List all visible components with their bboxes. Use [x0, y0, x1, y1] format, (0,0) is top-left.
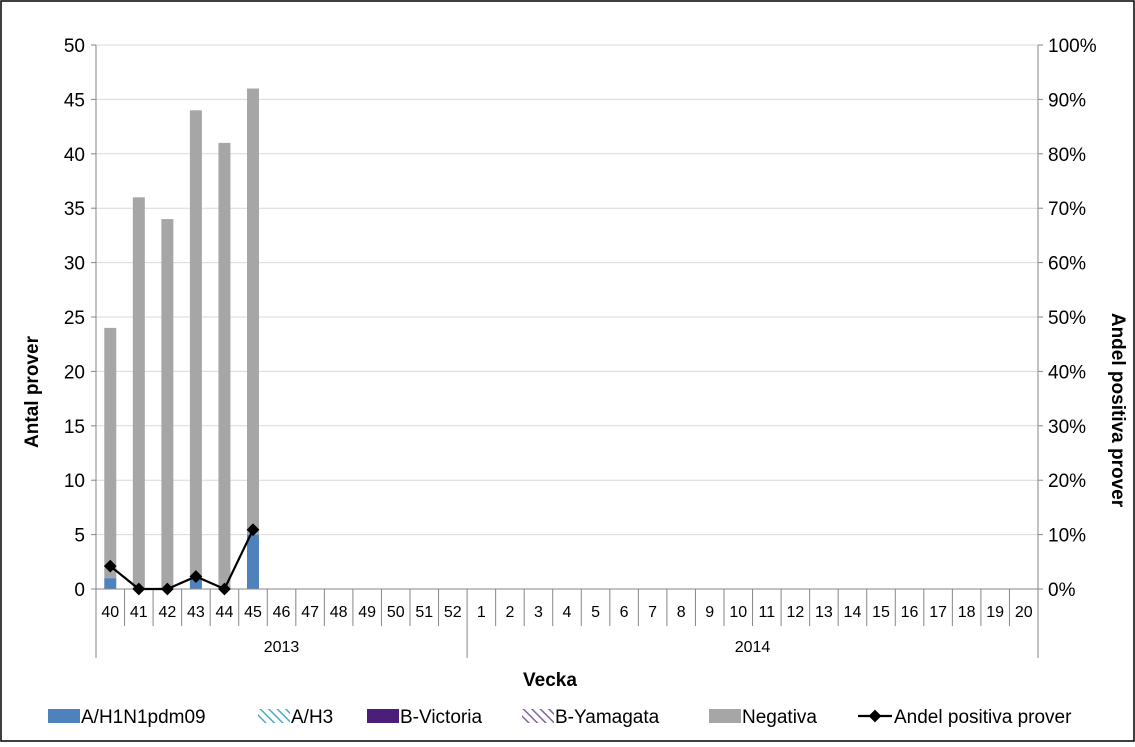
y-tick-label-right: 20% [1048, 471, 1086, 492]
legend-swatch [367, 709, 399, 723]
bar-a-h1n1pdm09 [247, 534, 259, 589]
y-tick-label-left: 20 [64, 362, 85, 383]
x-tick-label: 3 [534, 604, 543, 621]
y-tick-label-left: 40 [64, 145, 85, 166]
legend-swatch [522, 709, 554, 723]
x-tick-label: 14 [844, 604, 862, 621]
x-tick-label: 18 [958, 604, 976, 621]
bar-a-h1n1pdm09 [104, 578, 117, 589]
x-tick-label: 8 [677, 604, 686, 621]
y-tick-label-left: 50 [64, 36, 85, 57]
legend-label: B-Victoria [400, 707, 482, 728]
x-tick-label: 4 [563, 604, 572, 621]
x-tick-label: 12 [786, 604, 804, 621]
y-tick-label-left: 35 [64, 199, 85, 220]
x-tick-label: 48 [330, 604, 348, 621]
bar-negativa [189, 110, 202, 579]
bar-negativa [161, 219, 174, 589]
y-tick-label-right: 90% [1048, 90, 1086, 111]
x-tick-label: 10 [729, 604, 747, 621]
y-axis-label-left: Antal prover [22, 335, 43, 448]
axis-labels: Antal prover Andel positiva prover Vecka [22, 313, 1128, 691]
x-tick-label: 7 [648, 604, 657, 621]
y-tick-label-right: 30% [1048, 417, 1086, 438]
x-year-label: 2013 [264, 639, 300, 656]
line-andel-positiva-prover [109, 529, 254, 591]
x-tick-label: 46 [273, 604, 291, 621]
x-tick-label: 50 [387, 604, 405, 621]
x-tick-label: 40 [101, 604, 119, 621]
x-tick-label: 1 [477, 604, 486, 621]
x-tick-label: 2 [505, 604, 514, 621]
y-tick-label-left: 10 [64, 471, 85, 492]
y-tick-label-right: 0% [1048, 580, 1076, 601]
x-tick-label: 17 [929, 604, 947, 621]
y-tick-label-left: 5 [74, 526, 85, 547]
x-year-label: 2014 [735, 639, 771, 656]
y-tick-label-left: 25 [64, 308, 85, 329]
legend-label: B-Yamagata [555, 707, 660, 728]
bar-a-h1n1pdm09 [189, 578, 202, 589]
y-tick-label-right: 10% [1048, 526, 1086, 547]
x-tick-label: 20 [1015, 604, 1033, 621]
y-tick-label-left: 30 [64, 254, 85, 275]
x-tick-label: 41 [130, 604, 148, 621]
x-axis-label: Vecka [523, 670, 577, 691]
y-tick-label-left: 15 [64, 417, 85, 438]
y-axis-label-right: Andel positiva prover [1107, 313, 1128, 508]
bar-negativa [104, 327, 117, 579]
x-tick-label: 47 [301, 604, 319, 621]
y-tick-label-left: 45 [64, 90, 85, 111]
x-tick-label: 11 [759, 604, 776, 621]
bar-negativa [218, 142, 231, 590]
bar-negativa [247, 88, 259, 535]
legend-swatch [709, 709, 741, 723]
x-tick-label: 13 [815, 604, 833, 621]
x-tick-label: 52 [444, 604, 462, 621]
x-tick-label: 49 [358, 604, 376, 621]
legend: A/H1N1pdm09 A/H3 B-Victoria B-Yamagata Negat… [48, 707, 1072, 728]
legend-swatch [258, 709, 290, 723]
x-tick-label: 6 [620, 604, 629, 621]
legend-label: Andel positiva prover [894, 707, 1072, 728]
x-tick-label: 9 [705, 604, 714, 621]
y-tick-label-left: 0 [74, 580, 85, 601]
x-tick-label: 15 [872, 604, 890, 621]
bars [104, 88, 259, 590]
x-tick-label: 43 [187, 604, 205, 621]
legend-label: A/H3 [291, 707, 333, 728]
y-tick-label-right: 70% [1048, 199, 1086, 220]
bar-negativa [132, 197, 145, 589]
axes: 0 0%5 10%10 20%15 30%20 40%25 50%30 60%35 70%40 8… [64, 36, 1097, 658]
x-tick-label: 51 [415, 604, 433, 621]
x-tick-label: 19 [986, 604, 1004, 621]
y-tick-label-right: 100% [1048, 36, 1097, 57]
y-tick-label-right: 50% [1048, 308, 1086, 329]
legend-swatch [48, 709, 80, 723]
y-tick-label-right: 60% [1048, 254, 1086, 275]
x-tick-label: 45 [244, 604, 262, 621]
x-tick-label: 42 [158, 604, 176, 621]
x-tick-label: 16 [901, 604, 919, 621]
y-tick-label-right: 80% [1048, 145, 1086, 166]
x-tick-label: 44 [216, 604, 234, 621]
legend-label: Negativa [742, 707, 817, 728]
legend-label: A/H1N1pdm09 [81, 707, 206, 728]
x-tick-label: 5 [591, 604, 600, 621]
y-tick-label-right: 40% [1048, 362, 1086, 383]
